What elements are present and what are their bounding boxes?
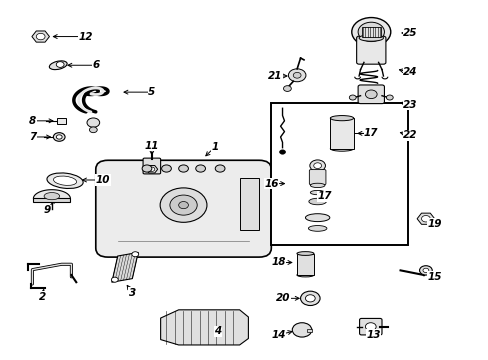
FancyBboxPatch shape (359, 319, 381, 335)
Circle shape (300, 291, 320, 306)
Polygon shape (146, 166, 158, 173)
Text: 17: 17 (317, 191, 331, 201)
Text: 5: 5 (148, 87, 155, 97)
Text: 17: 17 (363, 129, 378, 138)
Circle shape (160, 188, 206, 222)
Circle shape (161, 165, 171, 172)
Circle shape (421, 216, 429, 222)
Text: 23: 23 (402, 100, 417, 110)
Text: 16: 16 (264, 179, 278, 189)
Polygon shape (32, 31, 49, 42)
FancyBboxPatch shape (143, 158, 160, 174)
Ellipse shape (53, 176, 77, 185)
Text: 24: 24 (402, 67, 417, 77)
Bar (271, 103, 407, 244)
Ellipse shape (330, 146, 353, 151)
Text: 1: 1 (211, 141, 219, 152)
Ellipse shape (308, 226, 326, 231)
Ellipse shape (47, 173, 83, 189)
Text: 25: 25 (402, 28, 417, 38)
Circle shape (169, 195, 197, 215)
Text: 13: 13 (366, 330, 380, 340)
Ellipse shape (310, 183, 325, 188)
Text: 11: 11 (144, 141, 159, 151)
FancyBboxPatch shape (356, 36, 385, 64)
Bar (33, 198, 70, 202)
Ellipse shape (358, 35, 383, 41)
Circle shape (357, 22, 384, 41)
Text: 14: 14 (271, 330, 285, 340)
Bar (239, 178, 259, 230)
Ellipse shape (308, 198, 326, 205)
Circle shape (309, 160, 325, 171)
Circle shape (288, 69, 305, 82)
Circle shape (292, 323, 311, 337)
Polygon shape (33, 190, 70, 199)
Circle shape (419, 266, 431, 275)
Circle shape (351, 18, 390, 46)
Circle shape (386, 95, 392, 100)
Circle shape (279, 150, 285, 154)
Circle shape (111, 277, 118, 282)
Ellipse shape (330, 116, 353, 121)
Bar (306, 329, 311, 332)
Polygon shape (160, 310, 248, 345)
Text: 22: 22 (402, 130, 417, 140)
Circle shape (365, 323, 375, 330)
Ellipse shape (296, 252, 313, 255)
Text: 9: 9 (43, 206, 51, 216)
Polygon shape (112, 252, 138, 282)
Text: 4: 4 (214, 326, 221, 336)
Text: 6: 6 (92, 60, 99, 70)
Ellipse shape (49, 61, 67, 69)
Circle shape (87, 118, 100, 127)
Text: 10: 10 (96, 175, 110, 185)
Circle shape (56, 62, 64, 67)
Bar (296, 253, 313, 275)
Circle shape (53, 133, 65, 141)
Text: 7: 7 (29, 132, 36, 142)
Text: 8: 8 (29, 116, 36, 126)
Circle shape (56, 135, 62, 139)
Bar (330, 118, 353, 149)
Circle shape (132, 252, 139, 257)
Circle shape (215, 165, 224, 172)
Ellipse shape (296, 273, 313, 277)
Text: 19: 19 (427, 219, 441, 229)
FancyBboxPatch shape (309, 170, 325, 185)
Circle shape (195, 165, 205, 172)
Text: 12: 12 (79, 32, 93, 41)
Circle shape (89, 127, 97, 133)
Ellipse shape (44, 193, 60, 200)
Ellipse shape (310, 190, 325, 195)
Circle shape (365, 90, 376, 99)
Circle shape (142, 165, 152, 172)
Text: 20: 20 (276, 293, 290, 303)
Circle shape (178, 202, 188, 209)
Circle shape (283, 86, 291, 91)
Bar (361, 27, 380, 37)
Ellipse shape (305, 214, 329, 222)
Circle shape (422, 268, 428, 273)
Text: 2: 2 (39, 292, 46, 302)
Circle shape (293, 72, 301, 78)
Circle shape (36, 33, 45, 40)
FancyBboxPatch shape (357, 85, 384, 104)
Polygon shape (416, 213, 434, 224)
Bar (57, 118, 66, 124)
Text: 15: 15 (427, 272, 441, 282)
Circle shape (305, 295, 315, 302)
Text: 21: 21 (267, 71, 282, 81)
Circle shape (149, 167, 155, 171)
Circle shape (348, 95, 355, 100)
Text: 3: 3 (128, 288, 136, 298)
Circle shape (313, 163, 321, 168)
Circle shape (178, 165, 188, 172)
FancyBboxPatch shape (96, 160, 271, 257)
Text: 18: 18 (271, 257, 285, 267)
